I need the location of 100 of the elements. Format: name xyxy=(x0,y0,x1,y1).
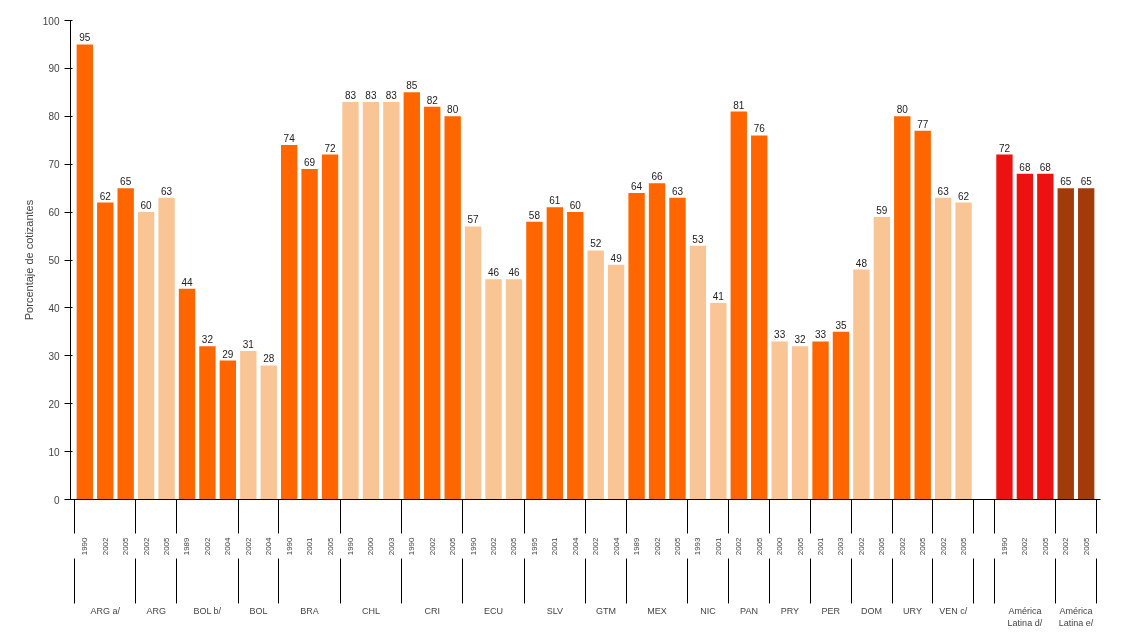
data-label: 29 xyxy=(222,348,234,360)
y-tick-label: 70 xyxy=(48,159,60,171)
x-tick-label: 1989 xyxy=(182,536,192,556)
y-tick-label: 90 xyxy=(48,63,60,75)
bar xyxy=(996,154,1013,500)
bar xyxy=(587,250,604,500)
bar xyxy=(281,145,298,500)
bar xyxy=(485,279,502,500)
data-label: 62 xyxy=(99,190,112,202)
text: MEX xyxy=(647,605,667,616)
data-label: 59 xyxy=(876,204,888,216)
x-tick-label: 2004 xyxy=(264,536,274,556)
text: CRI xyxy=(424,605,440,616)
bar xyxy=(240,351,257,500)
x-tick-label: 2001 xyxy=(305,536,315,556)
x-tick-label: 2002 xyxy=(591,536,601,556)
bar xyxy=(730,111,747,500)
x-tick-label: 1993 xyxy=(693,536,703,556)
x-tick-label: 1989 xyxy=(632,536,642,556)
bar xyxy=(669,197,686,500)
y-tick-label: 30 xyxy=(48,350,60,362)
bar xyxy=(1016,173,1034,500)
text: URY xyxy=(903,605,922,616)
bar xyxy=(444,116,461,500)
bar xyxy=(158,197,175,500)
x-tick-label: 2005 xyxy=(509,536,519,556)
y-axis-title: Porcentaje de cotizantes xyxy=(22,199,35,321)
text: BOL b/ xyxy=(193,605,222,616)
text: DOM xyxy=(861,605,883,616)
data-label: 62 xyxy=(958,190,970,202)
y-tick-label: 40 xyxy=(48,302,60,314)
bar xyxy=(1037,173,1054,500)
bar xyxy=(526,221,543,500)
x-tick-label: 2004 xyxy=(570,536,580,556)
x-tick-label: 1990 xyxy=(284,536,294,556)
bar xyxy=(362,101,380,500)
bar xyxy=(791,346,809,500)
data-label: 76 xyxy=(753,123,766,135)
x-tick-label: 2001 xyxy=(713,536,723,556)
bar xyxy=(464,226,482,500)
bar xyxy=(178,288,196,500)
x-tick-label: 2002 xyxy=(489,536,499,556)
x-tick-label: 2005 xyxy=(959,536,969,556)
bar xyxy=(628,192,645,500)
y-tick-label: 10 xyxy=(48,446,60,458)
data-label: 83 xyxy=(385,89,398,101)
x-tick-label: 2004 xyxy=(611,536,621,556)
bar xyxy=(648,183,666,500)
bar xyxy=(955,202,972,500)
text: PAN xyxy=(740,605,758,616)
data-label: 60 xyxy=(140,200,153,212)
bar xyxy=(832,331,850,500)
x-tick-label: 2005 xyxy=(325,536,335,556)
bar xyxy=(301,168,318,500)
x-tick-label: 2005 xyxy=(672,536,682,556)
x-tick-label: 1990 xyxy=(80,536,90,556)
bar xyxy=(751,135,768,500)
bar xyxy=(424,106,441,500)
bar xyxy=(873,216,890,500)
data-label: 61 xyxy=(549,195,561,207)
data-label: 63 xyxy=(937,185,950,197)
data-label: 49 xyxy=(610,252,623,264)
data-label: 44 xyxy=(181,276,193,288)
data-label: 33 xyxy=(814,329,827,341)
data-label: 52 xyxy=(590,238,602,250)
data-label: 83 xyxy=(344,89,357,101)
text: NIC xyxy=(700,605,717,616)
text: BOL xyxy=(249,605,268,616)
x-tick-label: 2000 xyxy=(775,536,785,556)
data-label: 69 xyxy=(304,156,316,168)
data-label: 28 xyxy=(263,353,275,365)
x-tick-label: 2002 xyxy=(141,536,151,556)
data-label: 65 xyxy=(120,176,132,188)
bar xyxy=(607,264,625,500)
y-tick-label: 60 xyxy=(48,207,60,219)
bar xyxy=(914,130,931,500)
data-label: 32 xyxy=(201,334,214,346)
x-tick-label: 2005 xyxy=(918,536,928,556)
data-label: 57 xyxy=(467,214,480,226)
bar xyxy=(894,116,911,500)
data-label: 65 xyxy=(1060,176,1072,188)
data-label: 32 xyxy=(794,334,807,346)
bar xyxy=(342,101,359,500)
data-label: 72 xyxy=(998,142,1011,154)
text: PER xyxy=(821,605,841,616)
x-tick-label: 2005 xyxy=(162,536,172,556)
data-label: 77 xyxy=(917,118,929,130)
data-label: 95 xyxy=(79,32,91,44)
x-tick-label: 2002 xyxy=(897,536,907,556)
y-tick-label: 80 xyxy=(48,111,60,123)
text: PRY xyxy=(780,605,800,616)
x-tick-label: 2003 xyxy=(836,536,846,556)
bar xyxy=(403,92,420,500)
text: ARG a/ xyxy=(90,605,121,616)
data-label: 66 xyxy=(651,171,664,183)
bar xyxy=(1078,188,1095,500)
data-label: 68 xyxy=(1039,161,1052,173)
data-label: 80 xyxy=(447,104,459,116)
data-label: 80 xyxy=(896,104,909,116)
data-label: 60 xyxy=(569,200,582,212)
